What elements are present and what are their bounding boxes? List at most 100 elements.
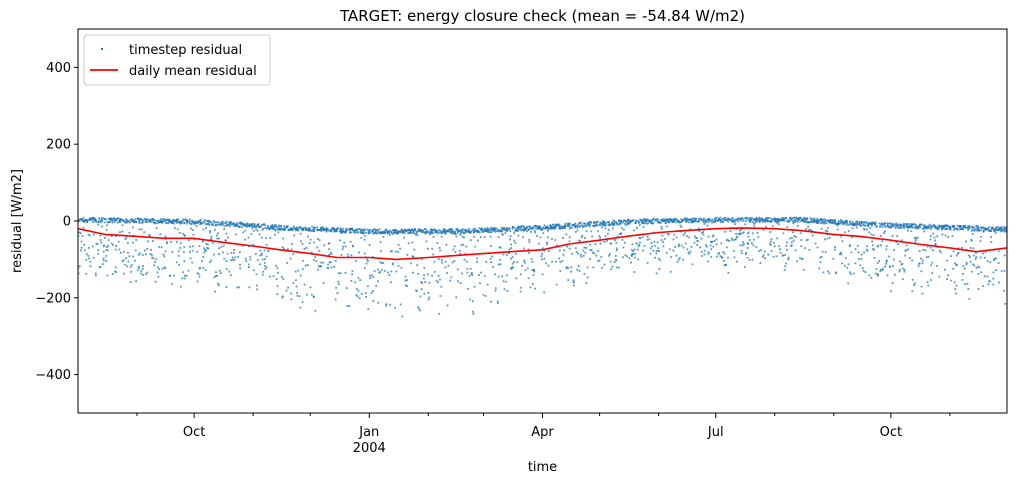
timestep-residual-point — [135, 221, 138, 223]
timestep-residual-point — [742, 241, 744, 243]
timestep-residual-point — [733, 238, 736, 241]
timestep-residual-point — [916, 225, 918, 228]
timestep-residual-point — [259, 263, 261, 266]
timestep-residual-point — [828, 272, 831, 275]
timestep-residual-point — [222, 222, 225, 224]
timestep-residual-point — [397, 230, 399, 233]
timestep-residual-point — [170, 240, 173, 243]
timestep-residual-point — [276, 293, 279, 296]
timestep-residual-point — [997, 250, 1000, 252]
timestep-residual-point — [129, 266, 132, 268]
timestep-residual-point — [946, 278, 948, 280]
timestep-residual-point — [465, 229, 468, 232]
timestep-residual-point — [454, 233, 457, 236]
timestep-residual-point — [349, 228, 352, 231]
timestep-residual-point — [291, 243, 293, 245]
timestep-residual-point — [698, 220, 700, 223]
timestep-residual-point — [990, 226, 993, 229]
timestep-residual-point — [686, 219, 689, 222]
timestep-residual-point — [732, 250, 735, 252]
timestep-residual-point — [752, 244, 755, 247]
timestep-residual-point — [282, 237, 285, 240]
timestep-residual-point — [613, 219, 615, 222]
timestep-residual-point — [829, 221, 832, 224]
timestep-residual-point — [725, 246, 728, 249]
timestep-residual-point — [528, 228, 531, 231]
timestep-residual-point — [450, 231, 453, 234]
timestep-residual-point — [252, 244, 255, 246]
timestep-residual-point — [703, 253, 706, 256]
timestep-residual-point — [931, 226, 934, 229]
timestep-residual-point — [779, 251, 782, 254]
timestep-residual-point — [646, 235, 649, 238]
timestep-residual-point — [157, 275, 160, 278]
timestep-residual-point — [717, 220, 719, 222]
timestep-residual-point — [675, 236, 678, 239]
timestep-residual-point — [375, 230, 377, 232]
timestep-residual-point — [621, 227, 623, 230]
timestep-residual-point — [228, 223, 231, 226]
timestep-residual-point — [130, 264, 133, 266]
timestep-residual-point — [968, 226, 971, 229]
timestep-residual-point — [983, 256, 986, 259]
timestep-residual-point — [982, 230, 985, 232]
timestep-residual-point — [501, 275, 503, 278]
timestep-residual-point — [836, 224, 839, 227]
timestep-residual-point — [492, 228, 494, 231]
timestep-residual-point — [964, 224, 966, 227]
timestep-residual-point — [953, 224, 956, 227]
timestep-residual-point — [220, 224, 223, 227]
timestep-residual-point — [127, 260, 130, 263]
timestep-residual-point — [556, 244, 558, 247]
timestep-residual-point — [590, 230, 593, 233]
timestep-residual-point — [125, 236, 128, 239]
timestep-residual-point — [862, 267, 864, 270]
timestep-residual-point — [165, 241, 168, 244]
timestep-residual-point — [460, 231, 463, 234]
timestep-residual-point — [845, 223, 848, 226]
y-tick-label: −400 — [35, 368, 71, 383]
timestep-residual-point — [119, 221, 121, 223]
timestep-residual-point — [546, 226, 549, 229]
timestep-residual-point — [871, 240, 874, 243]
timestep-residual-point — [489, 228, 491, 231]
timestep-residual-point — [816, 220, 819, 223]
timestep-residual-point — [141, 254, 144, 256]
timestep-residual-point — [376, 232, 379, 234]
timestep-residual-point — [755, 220, 758, 223]
timestep-residual-point — [650, 242, 653, 244]
timestep-residual-point — [741, 232, 744, 235]
timestep-residual-point — [811, 234, 814, 237]
timestep-residual-point — [261, 258, 264, 261]
timestep-residual-point — [212, 242, 214, 244]
timestep-residual-point — [274, 233, 276, 236]
timestep-residual-point — [543, 291, 545, 294]
timestep-residual-point — [280, 225, 282, 227]
timestep-residual-point — [749, 239, 751, 241]
timestep-residual-point — [737, 232, 740, 235]
timestep-residual-point — [724, 216, 727, 219]
timestep-residual-point — [255, 228, 258, 231]
timestep-residual-point — [125, 257, 127, 260]
timestep-residual-point — [645, 220, 647, 223]
timestep-residual-point — [973, 264, 976, 267]
timestep-residual-point — [568, 247, 571, 250]
timestep-residual-point — [234, 256, 237, 259]
timestep-residual-point — [407, 242, 410, 245]
timestep-residual-point — [680, 244, 683, 247]
timestep-residual-point — [580, 253, 582, 256]
timestep-residual-point — [573, 224, 576, 227]
timestep-residual-point — [839, 220, 842, 223]
timestep-residual-point — [404, 275, 407, 278]
timestep-residual-point — [469, 267, 472, 270]
timestep-residual-point — [191, 261, 194, 264]
timestep-residual-point — [313, 241, 316, 244]
timestep-residual-point — [668, 217, 671, 220]
timestep-residual-point — [131, 218, 134, 221]
timestep-residual-point — [621, 239, 624, 241]
timestep-residual-point — [278, 225, 281, 228]
timestep-residual-point — [978, 229, 981, 232]
timestep-residual-point — [334, 298, 337, 301]
timestep-residual-point — [359, 230, 362, 233]
timestep-residual-point — [946, 259, 949, 262]
